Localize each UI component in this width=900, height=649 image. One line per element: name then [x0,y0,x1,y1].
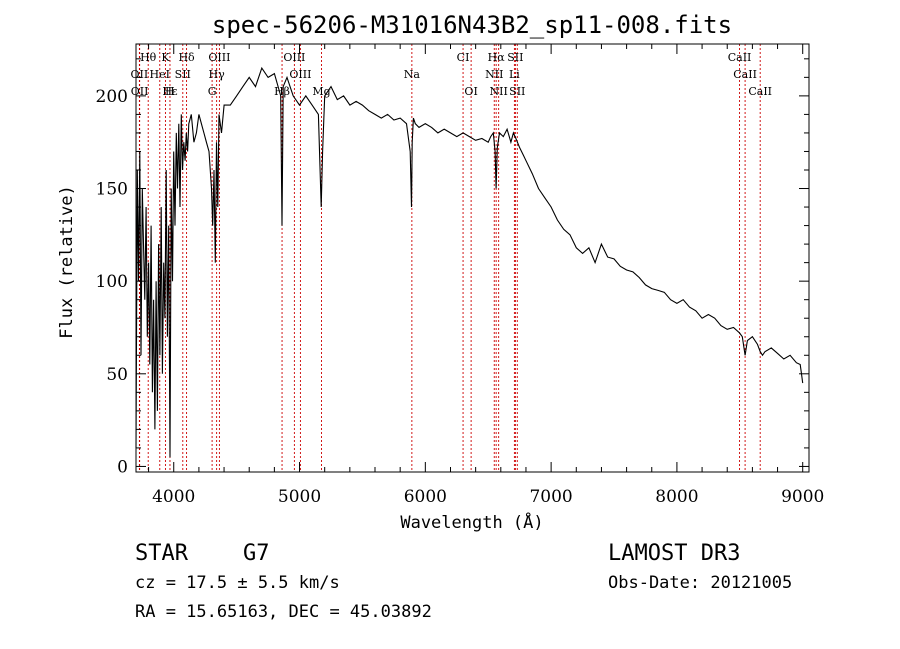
x-tick-label: 6000 [404,487,447,507]
x-axis-label: Wavelength (Å) [400,511,543,533]
redshift-velocity: cz = 17.5 ± 5.5 km/s [135,573,340,593]
line-marker-label: CI [457,51,470,64]
line-marker-label: CaII [748,85,772,98]
emission-line-markers [138,44,761,472]
spectrum-line [135,66,804,458]
x-tick-label: 9000 [781,487,824,507]
line-marker-label: G [208,85,217,98]
y-axis-label: Flux (relative) [57,185,77,339]
line-marker-label: H [165,85,175,98]
line-marker-label: Na [404,68,421,81]
line-marker-label: K [161,51,170,64]
line-marker-label: Hδ [178,51,195,64]
line-marker-label: NII [490,85,508,98]
object-subclass: G7 [243,541,270,566]
chart-title: spec-56206-M31016N43B2_sp11-008.fits [212,11,732,39]
line-marker-label: Hε [162,85,178,98]
x-tick-label: 5000 [278,487,321,507]
observation-date: Obs-Date: 20121005 [608,573,793,593]
y-tick-label: 150 [96,180,128,200]
line-marker-label: HeI [150,68,170,81]
sky-coordinates: RA = 15.65163, DEC = 45.03892 [135,602,432,622]
line-marker-label: OII [131,68,149,81]
line-marker-label: Hγ [209,68,226,81]
line-marker-label: OIII [289,68,311,81]
y-tick-label: 100 [96,272,128,292]
y-tick-label: 50 [106,365,128,385]
line-marker-label: CaII [733,68,757,81]
object-class: STAR [135,541,188,566]
line-marker-label: Hθ [140,51,157,64]
line-marker-label: OI [464,85,477,98]
line-marker-label: OIII [208,51,230,64]
line-marker-label: Hβ [274,85,290,98]
x-axis-ticks: 4000 5000 6000 7000 8000 9000 [148,44,824,507]
line-marker-label: NII [485,68,503,81]
line-marker-label: Hα [488,51,506,64]
x-tick-label: 4000 [152,487,195,507]
y-tick-label: 200 [96,87,128,107]
line-marker-label: SII [509,85,525,98]
line-marker-label: OIII [283,51,305,64]
line-marker-label: Li [509,68,520,81]
line-marker-label: CaII [728,51,752,64]
y-axis-ticks: 0 50 100 150 200 [96,58,809,477]
x-tick-label: 7000 [529,487,572,507]
line-marker-label: SII [507,51,523,64]
line-marker-label: SII [175,68,191,81]
x-tick-label: 8000 [655,487,698,507]
y-tick-label: 0 [117,457,128,477]
line-marker-label: OII [131,85,149,98]
plot-frame [135,43,810,473]
survey-name: LAMOST DR3 [608,541,741,566]
